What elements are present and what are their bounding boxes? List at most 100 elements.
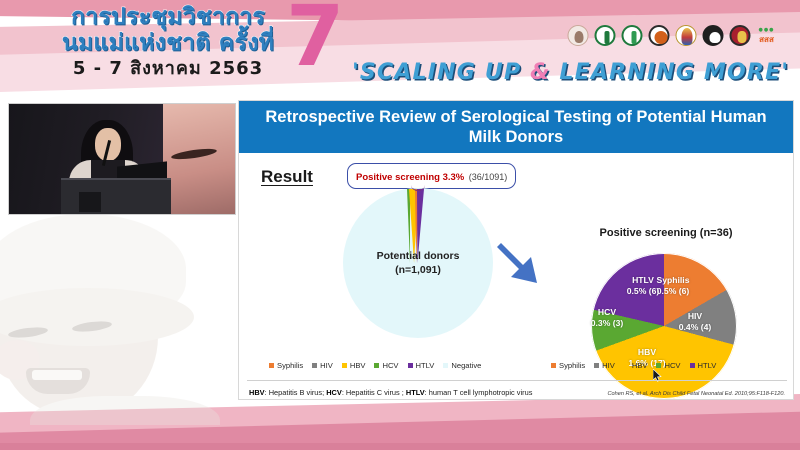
presentation-slide: Retrospective Review of Serological Test… (238, 100, 794, 400)
legend2-item-hcv: HCV (656, 361, 681, 370)
legend2-swatch-syphilis (551, 363, 556, 368)
legend-label-hcv: HCV (382, 361, 399, 370)
legend-item-syphilis: Syphilis (269, 361, 303, 370)
baby-face (0, 244, 158, 416)
legend2-item-hbv: HBV (623, 361, 648, 370)
slide-body: Result Positive screening 3.3% (36/1091)… (239, 153, 793, 401)
logo-breastfeeding-center-icon (701, 24, 724, 56)
legend2-item-hiv: HIV (594, 361, 615, 370)
legend2-swatch-hiv (594, 363, 600, 368)
right-pie-wrapper: Syphilis 0.5% (6) HIV 0.4% (4) HBV 1.6% … (239, 249, 795, 401)
baby-mouth (26, 368, 90, 394)
footnote-htlv-key: HTLV (405, 388, 425, 397)
left-pie-slice-htlv (417, 189, 424, 263)
legend-swatch-hiv (312, 363, 318, 368)
left-pie-center-label: Potential donors (n=1,091) (344, 249, 492, 277)
right-pie-label-hiv: HIV 0.4% (4) (671, 311, 719, 332)
baby-body (30, 396, 220, 425)
conference-date: 5 - 7 สิงหาคม 2563 (72, 58, 264, 79)
legend2-swatch-htlv (689, 363, 695, 368)
baby-teeth (32, 370, 82, 380)
logo-thaihealth-label: สสส (759, 35, 774, 44)
footnote-hbv-key: HBV (249, 388, 265, 397)
baby-cheek (0, 340, 40, 380)
label-hiv-value: 0.4% (4) (678, 321, 712, 332)
abbreviation-footnote: HBV: Hepatitis B virus; HCV: Hepatitis C… (249, 388, 532, 397)
legend2-item-syphilis: Syphilis (551, 361, 585, 370)
slide-title: Retrospective Review of Serological Test… (239, 101, 793, 153)
footnote-hcv-key: HCV (326, 388, 342, 397)
positive-screening-callout: Positive screening 3.3% (36/1091) (347, 163, 517, 189)
footer-band-edge (0, 443, 800, 450)
legend-label-htlv: HTLV (415, 361, 435, 370)
right-pie-label-hbv: HBV 1.6% (17) (617, 347, 677, 368)
legend2-label-syphilis: Syphilis (559, 361, 586, 370)
legend-swatch-hbv (341, 363, 347, 368)
legend2-label-hbv: HBV (631, 361, 648, 370)
logo-royal-college-icon (674, 24, 697, 56)
callout-fraction: (36/1091) (468, 172, 508, 182)
legend2-label-hcv: HCV (664, 361, 681, 370)
left-pie-center-line2: (n=1,091) (395, 264, 441, 276)
conference-title-block: การประชุมวิชาการ นมแม่แห่งชาติ ครั้งที่ … (18, 4, 318, 81)
tagline-part2: LEARNING MORE' (550, 60, 790, 85)
legend2-swatch-hbv (623, 363, 629, 368)
legend-swatch-htlv (407, 363, 413, 368)
label-hbv-name: HBV (637, 347, 657, 357)
legend-label-syphilis: Syphilis (277, 361, 304, 370)
speaker-video-feed[interactable] (8, 103, 236, 215)
label-hcv-name: HCV (597, 307, 617, 317)
baby-hat-brim (0, 288, 194, 346)
logo-ministry-public-health-icon (593, 24, 616, 56)
legend-item-negative: Negative (443, 361, 481, 370)
conference-edition-number: 7 (286, 0, 344, 85)
legend-swatch-syphilis (269, 363, 274, 368)
logo-thaihealth-sss-icon: ●●● สสส (758, 27, 775, 44)
left-pie-slice-hcv (407, 189, 410, 263)
right-pie-chart (591, 253, 737, 399)
video-screen-baby-photo (163, 104, 235, 214)
logo-thai-medical-council-icon (647, 24, 670, 56)
logo-department-health-icon (620, 24, 643, 56)
legend-item-htlv: HTLV (407, 361, 435, 370)
footnote-hcv-text: : Hepatitis C virus ; (341, 388, 406, 397)
label-syphilis-value: 0.5% (6) (656, 285, 690, 296)
tagline-part1: 'SCALING UP (352, 60, 531, 85)
legend-label-hbv: HBV (349, 361, 366, 370)
left-pie-center-line1: Potential donors (376, 250, 460, 262)
label-hcv-value: 0.3% (3) (590, 317, 624, 328)
logo-university-seal-icon (728, 24, 751, 56)
legend-item-hbv: HBV (341, 361, 366, 370)
callout-percentage: Positive screening 3.3% (356, 172, 465, 183)
legend-item-hcv: HCV (374, 361, 399, 370)
legend-label-hiv: HIV (320, 361, 333, 370)
tagline-ampersand: & (530, 60, 551, 85)
logo-royal-patronage-icon (566, 24, 589, 56)
label-hiv-name: HIV (687, 311, 703, 321)
label-hbv-value: 1.6% (17) (628, 357, 666, 368)
legend-swatch-hcv (374, 363, 380, 368)
baby-hat (0, 214, 186, 324)
footnote-htlv-text: : human T cell lymphotropic virus (424, 388, 533, 397)
baby-watermark-image (0, 210, 220, 425)
right-pie-label-syphilis: Syphilis 0.5% (6) (643, 275, 703, 296)
left-pie-slice-hbv (409, 189, 418, 263)
right-pie-label-hcv: HCV 0.3% (3) (583, 307, 631, 328)
legend-item-hiv: HIV (312, 361, 333, 370)
callout-leader-line (411, 179, 425, 191)
podium (61, 178, 171, 214)
conference-tagline: 'SCALING UP & LEARNING MORE' (352, 60, 792, 85)
label-htlv-value: 0.5% (6) (626, 285, 660, 296)
label-syphilis-name: Syphilis (656, 275, 690, 285)
conference-title-line1: การประชุมวิชาการ (70, 4, 266, 31)
label-htlv-name: HTLV (632, 275, 654, 285)
conference-header: การประชุมวิชาการ นมแม่แห่งชาติ ครั้งที่ … (0, 0, 800, 96)
legend2-label-htlv: HTLV (697, 361, 717, 370)
sponsor-logo-strip: ●●● สสส (566, 24, 778, 56)
legend-label-negative: Negative (451, 361, 482, 370)
footnote-divider (247, 380, 787, 381)
conference-title-line2: นมแม่แห่งชาติ ครั้งที่ (61, 30, 275, 57)
slide-footnote: HBV: Hepatitis B virus; HCV: Hepatitis C… (239, 388, 795, 397)
left-chart-legend: Syphilis HIV HBV HCV HTLV Negative (269, 361, 481, 370)
legend2-item-htlv: HTLV (689, 361, 717, 370)
